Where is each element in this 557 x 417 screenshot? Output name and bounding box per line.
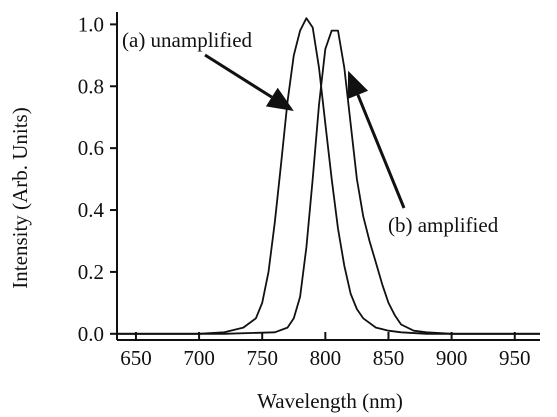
y-tick-label: 0.6 xyxy=(78,136,104,160)
annotations: (a) unamplified (b) amplified xyxy=(122,28,499,237)
x-tick-label: 950 xyxy=(499,346,531,370)
axes xyxy=(116,12,540,341)
series-line-unamplified xyxy=(117,17,540,335)
annotation-arrow-head xyxy=(265,87,294,111)
x-tick-label: 750 xyxy=(246,346,278,370)
annotation-amplified: (b) amplified xyxy=(388,213,499,237)
annotation-arrow-head xyxy=(347,70,369,99)
x-tick-label: 800 xyxy=(310,346,342,370)
y-axis-label: Intensity (Arb. Units) xyxy=(8,107,32,288)
x-tick-label: 700 xyxy=(183,346,215,370)
y-tick-label: 1.0 xyxy=(78,12,104,36)
y-tick-label: 0.0 xyxy=(78,322,104,346)
y-tick-label: 0.2 xyxy=(78,260,104,284)
ticks: 650 700 750 800 850 900 950 0.0 0.2 0.4 0.6 0.8 1.0 xyxy=(78,12,531,370)
x-tick-label: 650 xyxy=(120,346,152,370)
x-tick-label: 900 xyxy=(436,346,468,370)
y-tick-label: 0.8 xyxy=(78,74,104,98)
series-line-amplified xyxy=(117,29,540,335)
x-axis-label: Wavelength (nm) xyxy=(257,389,403,413)
annotation-arrow-line xyxy=(356,94,406,209)
y-tick-label: 0.4 xyxy=(78,198,105,222)
series-group xyxy=(117,17,540,335)
x-tick-label: 850 xyxy=(373,346,405,370)
annotation-arrow-line xyxy=(204,53,273,99)
annotation-unamplified: (a) unamplified xyxy=(122,28,253,52)
